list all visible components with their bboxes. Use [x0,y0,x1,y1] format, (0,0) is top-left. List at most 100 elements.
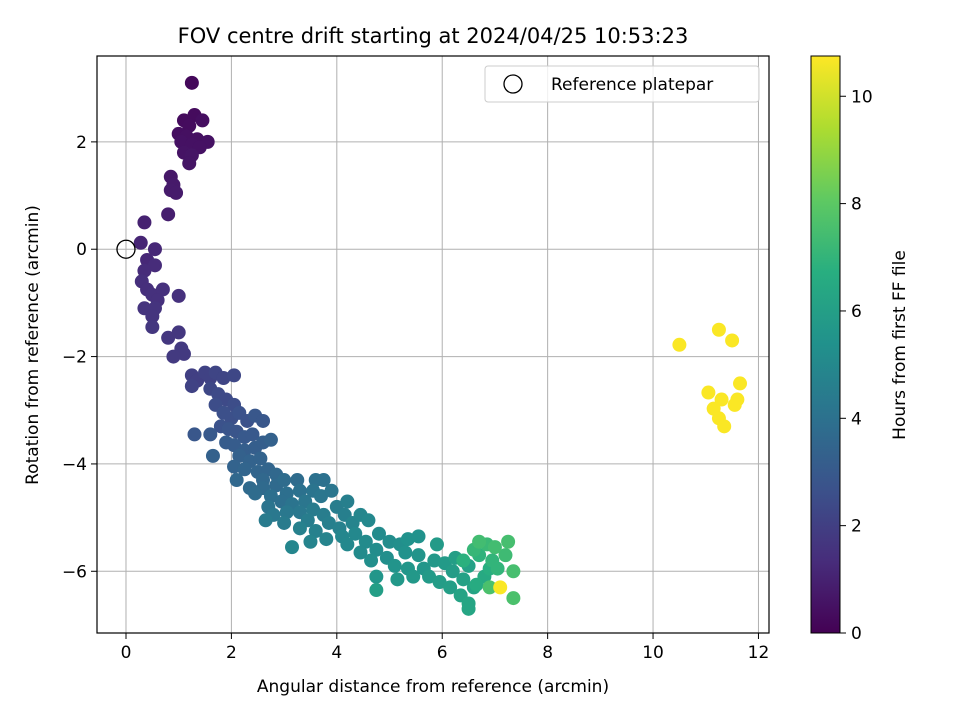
legend-box [484,65,760,103]
x-tick-label: 0 [121,643,132,663]
data-point [498,548,513,563]
data-point [285,540,300,555]
colorbar-tick-label: 4 [851,409,862,429]
x-axis-ticks: 0 2 4 6 8 10 12 [121,633,770,663]
data-point [422,569,437,584]
data-point [506,564,521,579]
data-point [390,572,405,587]
data-point [469,577,484,592]
data-point [292,483,307,498]
data-point [227,368,242,383]
y-tick-label: −4 [62,455,87,475]
data-point [182,118,197,133]
data-point [171,288,186,303]
data-point [161,207,176,222]
grid [97,56,769,633]
y-tick-label: −6 [62,562,87,582]
data-point [472,534,487,549]
colorbar-tick-label: 6 [851,302,862,322]
data-point [701,385,716,400]
data-point [245,427,260,442]
colorbar-tick-label: 10 [851,87,873,107]
data-point [369,583,384,598]
data-point [184,379,199,394]
data-point [506,591,521,606]
data-point [203,427,218,442]
plot-background [97,56,769,633]
data-point [319,532,334,547]
data-points [133,75,748,616]
data-point [490,561,505,576]
data-point [324,483,339,498]
x-tick-label: 12 [748,643,770,663]
data-point [232,448,247,463]
x-tick-label: 8 [542,643,553,663]
data-point [182,156,197,171]
data-point [292,521,307,536]
y-tick-label: 0 [76,240,87,260]
data-point [369,542,384,557]
data-point [411,548,426,563]
data-point [369,569,384,584]
plot-frame [96,55,770,634]
data-point [256,413,271,428]
data-point [187,427,202,442]
data-point [461,601,476,616]
data-point [725,333,740,348]
data-point [456,553,471,568]
data-point [169,185,184,200]
data-point [155,282,170,297]
data-point [216,371,231,386]
colorbar-tick-label: 0 [851,624,862,644]
x-tick-label: 10 [642,643,664,663]
colorbar-ticks: 0 2 4 6 8 10 [840,87,873,644]
data-point [277,473,292,488]
data-point [161,330,176,345]
x-tick-label: 6 [437,643,448,663]
chart-title: FOV centre drift starting at 2024/04/25 … [178,24,689,48]
colorbar-tick-label: 2 [851,517,862,537]
data-point [277,515,292,530]
colorbar-tick-label: 8 [851,195,862,215]
data-point [137,263,152,278]
data-point [184,75,199,90]
reference-platepar-marker [116,239,136,259]
data-point [714,392,729,407]
data-point [340,494,355,509]
data-point [229,473,244,488]
data-point [358,534,373,549]
data-point [340,537,355,552]
data-point [406,569,421,584]
data-point [137,215,152,230]
data-point [672,337,687,352]
data-point [364,553,379,568]
data-point [274,494,289,509]
data-point [316,473,331,488]
colorbar [810,55,841,634]
data-point [456,572,471,587]
data-point [237,462,252,477]
data-point [171,325,186,340]
y-tick-label: 2 [76,133,87,153]
x-tick-label: 2 [226,643,237,663]
data-point [279,505,294,520]
data-point [398,545,413,560]
data-point [501,534,516,549]
data-point [290,473,305,488]
data-point [308,524,323,539]
y-axis-ticks: −6 −4 −2 0 2 [62,133,97,582]
data-point [176,346,191,361]
legend: Reference platepar [484,65,760,103]
data-point [227,438,242,453]
data-point [145,320,160,335]
data-point [353,545,368,560]
data-point [227,459,242,474]
data-point [382,534,397,549]
data-point [487,540,502,555]
data-point [263,432,278,447]
x-tick-label: 4 [331,643,342,663]
x-axis-label: Angular distance from reference (arcmin) [257,677,609,697]
data-point [429,537,444,552]
data-point [195,113,210,128]
